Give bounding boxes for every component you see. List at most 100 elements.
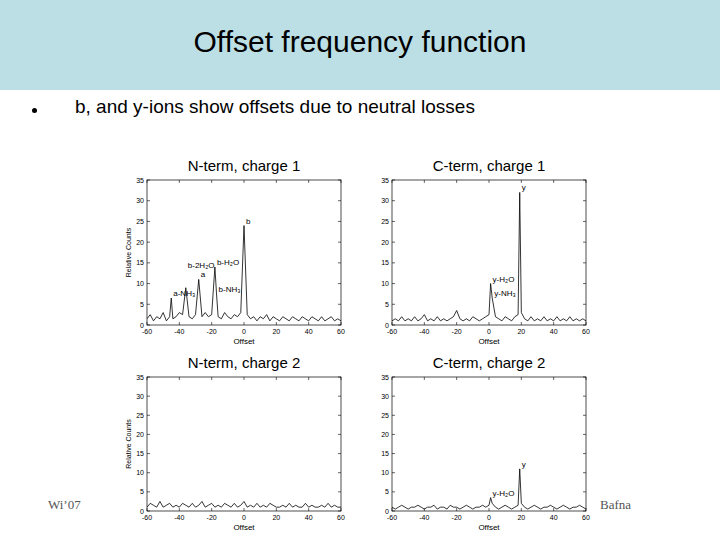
y-tick [147, 200, 150, 201]
x-tick-label: 0 [242, 328, 246, 335]
x-tick-label: -40 [419, 328, 429, 335]
y-tick-label: 25 [136, 412, 144, 419]
x-tick-label: 20 [517, 514, 525, 521]
peak-label: b-2H₂O [188, 261, 215, 270]
x-tick [308, 377, 309, 380]
y-tick-label: 10 [381, 469, 389, 476]
x-tick [489, 377, 490, 380]
y-tick [392, 453, 395, 454]
slide: Offset frequency function b, and y-ions s… [0, 0, 720, 540]
offset-line [392, 469, 586, 509]
x-tick-label: 40 [550, 514, 558, 521]
x-tick [276, 322, 277, 325]
plot-frame [147, 180, 341, 325]
x-tick-label: 60 [337, 328, 345, 335]
y-tick [338, 200, 341, 201]
y-tick [392, 283, 395, 284]
x-tick-label: 60 [337, 514, 345, 521]
y-tick-label: 0 [140, 322, 144, 329]
y-tick [583, 325, 586, 326]
x-axis-label: Offset [233, 523, 255, 532]
x-tick [211, 508, 212, 511]
x-tick-label: 40 [305, 514, 313, 521]
y-tick [147, 453, 150, 454]
x-tick [244, 508, 245, 511]
y-tick [392, 325, 395, 326]
x-tick-label: -20 [452, 514, 462, 521]
y-tick [583, 242, 586, 243]
x-tick [586, 180, 587, 183]
y-tick [583, 377, 586, 378]
y-tick [147, 472, 150, 473]
x-tick [456, 322, 457, 325]
y-tick [147, 180, 150, 181]
x-tick-label: 60 [582, 514, 590, 521]
bullet-dot [32, 108, 37, 113]
plot-frame [392, 377, 586, 511]
x-tick [456, 377, 457, 380]
x-tick [341, 322, 342, 325]
y-tick-label: 35 [381, 177, 389, 184]
y-tick-label: 5 [140, 301, 144, 308]
x-tick [521, 377, 522, 380]
x-tick [489, 508, 490, 511]
y-tick-label: 30 [381, 197, 389, 204]
data-group [147, 501, 341, 507]
y-tick-label: 5 [385, 301, 389, 308]
x-tick [521, 508, 522, 511]
y-tick [392, 180, 395, 181]
x-tick [586, 322, 587, 325]
x-tick [179, 508, 180, 511]
x-tick [211, 377, 212, 380]
x-tick [341, 377, 342, 380]
x-axis-label: Offset [233, 337, 255, 346]
x-tick-label: 40 [305, 328, 313, 335]
y-tick-label: 0 [385, 508, 389, 515]
offset-line [147, 501, 341, 507]
y-tick [392, 200, 395, 201]
y-tick [392, 434, 395, 435]
y-tick [583, 262, 586, 263]
x-tick [392, 180, 393, 183]
y-tick [338, 262, 341, 263]
x-tick [179, 180, 180, 183]
y-tick [338, 396, 341, 397]
y-tick [583, 396, 586, 397]
chart-title: C-term, charge 1 [433, 157, 546, 174]
x-tick-label: -20 [207, 514, 217, 521]
x-tick [521, 322, 522, 325]
y-tick [392, 511, 395, 512]
x-tick [244, 180, 245, 183]
data-group [392, 192, 586, 320]
chart-title: N-term, charge 1 [188, 157, 301, 174]
header-band: Offset frequency function [0, 0, 720, 90]
y-tick [338, 325, 341, 326]
x-tick [276, 180, 277, 183]
x-tick [424, 322, 425, 325]
y-tick [338, 415, 341, 416]
x-tick [147, 322, 148, 325]
chart-panel: -60-40-20020406005101520253035N-term, ch… [125, 354, 345, 532]
y-tick [147, 377, 150, 378]
x-tick [147, 508, 148, 511]
y-tick [338, 221, 341, 222]
y-tick [338, 304, 341, 305]
y-tick [392, 242, 395, 243]
y-tick [338, 453, 341, 454]
y-tick [583, 472, 586, 473]
y-tick-label: 35 [381, 374, 389, 381]
y-tick [338, 434, 341, 435]
y-tick [338, 180, 341, 181]
bullet-text: b, and y-ions show offsets due to neutra… [75, 96, 475, 118]
y-tick [147, 262, 150, 263]
x-tick-label: -60 [387, 328, 397, 335]
x-tick-label: -60 [142, 328, 152, 335]
y-tick-label: 15 [136, 259, 144, 266]
x-tick [147, 377, 148, 380]
x-tick [308, 180, 309, 183]
x-tick-label: -40 [174, 514, 184, 521]
y-tick [147, 283, 150, 284]
peak-label: b-H₂O [217, 258, 239, 267]
x-tick-label: 0 [242, 514, 246, 521]
y-tick [583, 453, 586, 454]
